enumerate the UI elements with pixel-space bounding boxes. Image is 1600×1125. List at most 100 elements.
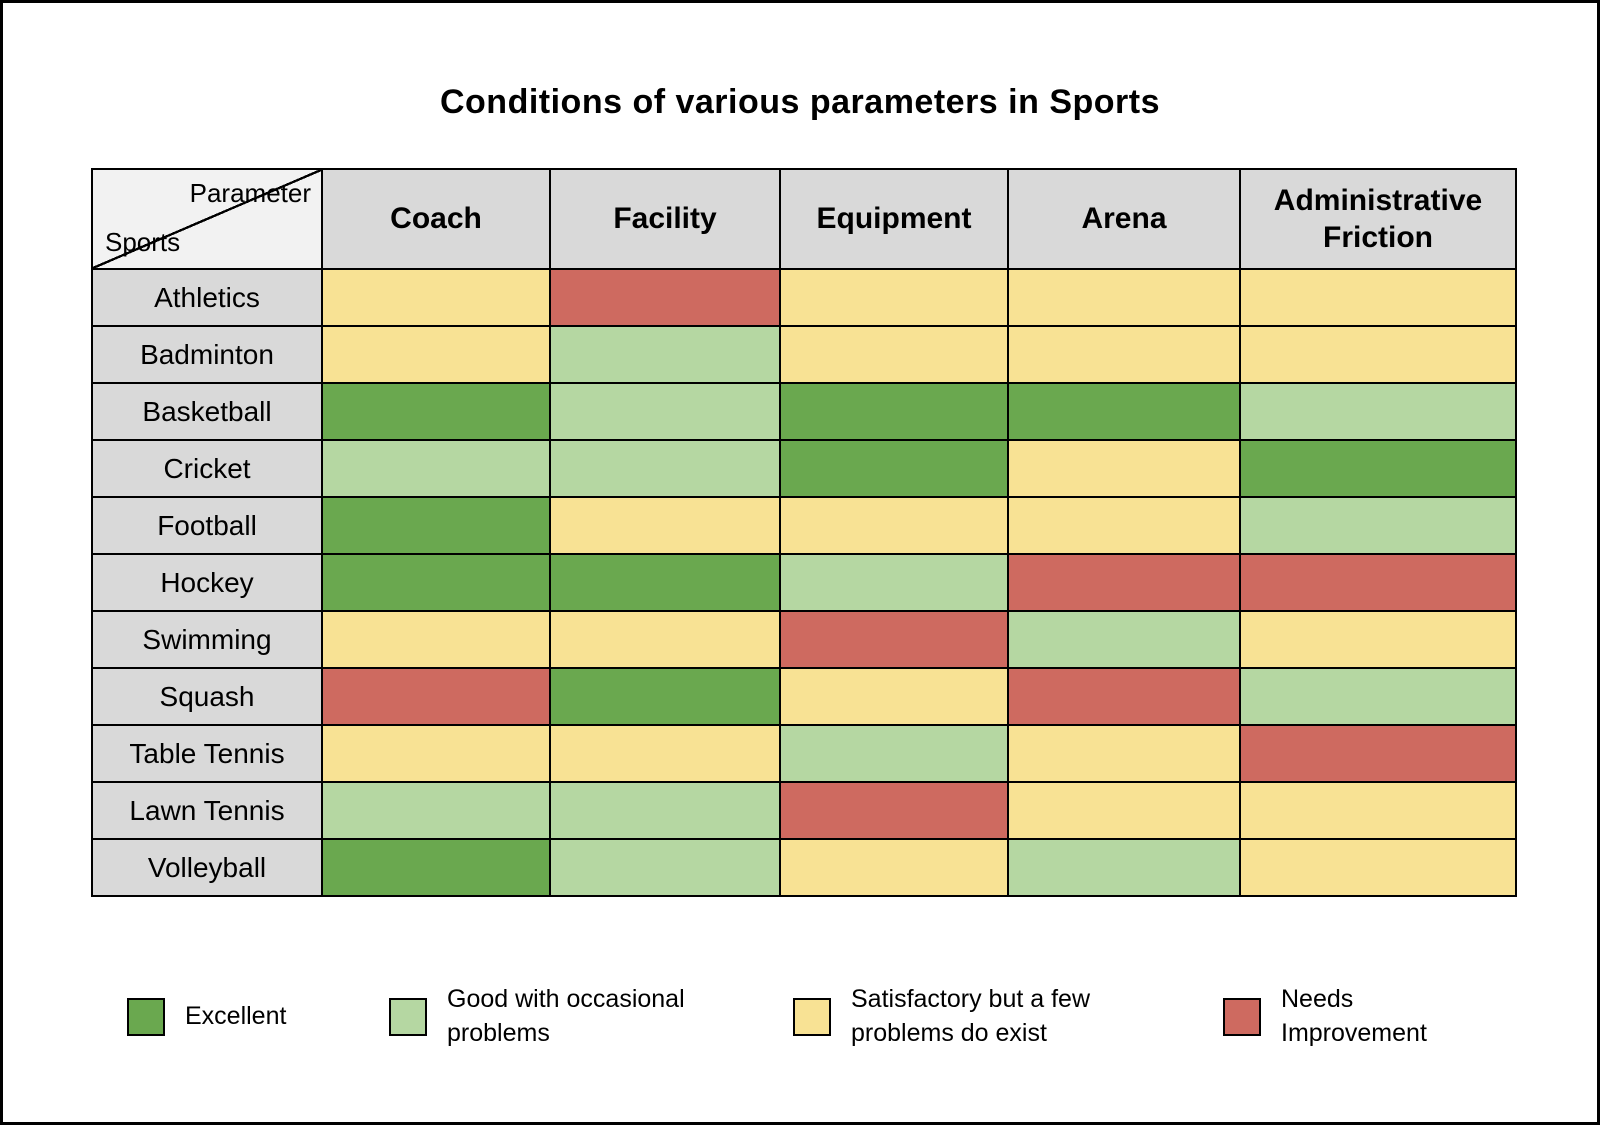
sport-label-volleyball: Volleyball: [91, 838, 323, 897]
cell-hockey-coach: [321, 553, 551, 612]
cell-badminton-equipment: [779, 325, 1009, 384]
cell-volleyball-arena: [1007, 838, 1241, 897]
legend-swatch-satisfactory: [793, 997, 831, 1036]
column-header-equipment: Equipment: [779, 168, 1009, 270]
sport-label-squash: Squash: [91, 667, 323, 726]
cell-athletics-coach: [321, 268, 551, 327]
legend-label-needs-improvement: Needs Improvement: [1281, 985, 1427, 1047]
cell-squash-facility: [549, 667, 781, 726]
cell-hockey-administrative-friction: [1239, 553, 1517, 612]
conditions-table: Parameter Sports Coach Facility Equipment A…: [91, 168, 1517, 897]
sport-label-swimming: Swimming: [91, 610, 323, 669]
cell-table-tennis-facility: [549, 724, 781, 783]
corner-label-parameter: Parameter: [189, 178, 311, 208]
cell-lawn-tennis-coach: [321, 781, 551, 840]
corner-label-sports: Sports: [105, 227, 181, 257]
cell-cricket-equipment: [779, 439, 1009, 498]
legend: Excellent Good with occasional problems Sa…: [127, 983, 1597, 1051]
cell-table-tennis-coach: [321, 724, 551, 783]
cell-basketball-arena: [1007, 382, 1241, 441]
header-row: Parameter Sports Coach Facility Equipment A…: [91, 168, 1517, 270]
legend-swatch-needs-improvement: [1223, 997, 1261, 1036]
cell-hockey-equipment: [779, 553, 1009, 612]
cell-hockey-facility: [549, 553, 781, 612]
sport-label-athletics: Athletics: [91, 268, 323, 327]
cell-swimming-equipment: [779, 610, 1009, 669]
sport-label-football: Football: [91, 496, 323, 555]
sport-label-table-tennis: Table Tennis: [91, 724, 323, 783]
sport-label-badminton: Badminton: [91, 325, 323, 384]
cell-swimming-arena: [1007, 610, 1241, 669]
corner-cell: Parameter Sports: [91, 168, 323, 270]
cell-athletics-administrative-friction: [1239, 268, 1517, 327]
cell-squash-equipment: [779, 667, 1009, 726]
column-header-coach: Coach: [321, 168, 551, 270]
legend-swatch-good: [389, 997, 427, 1036]
cell-volleyball-coach: [321, 838, 551, 897]
cell-football-coach: [321, 496, 551, 555]
cell-table-tennis-administrative-friction: [1239, 724, 1517, 783]
cell-basketball-equipment: [779, 382, 1009, 441]
cell-basketball-facility: [549, 382, 781, 441]
diagonal-divider: [93, 170, 321, 268]
cell-hockey-arena: [1007, 553, 1241, 612]
cell-athletics-arena: [1007, 268, 1241, 327]
cell-volleyball-administrative-friction: [1239, 838, 1517, 897]
legend-item-excellent: Excellent: [127, 997, 389, 1036]
sport-label-cricket: Cricket: [91, 439, 323, 498]
row-cricket: Cricket: [91, 439, 1517, 498]
cell-swimming-coach: [321, 610, 551, 669]
cell-football-equipment: [779, 496, 1009, 555]
cell-lawn-tennis-administrative-friction: [1239, 781, 1517, 840]
row-hockey: Hockey: [91, 553, 1517, 612]
legend-label-good: Good with occasional problems: [447, 985, 685, 1047]
column-header-facility: Facility: [549, 168, 781, 270]
row-basketball: Basketball: [91, 382, 1517, 441]
cell-basketball-coach: [321, 382, 551, 441]
cell-table-tennis-arena: [1007, 724, 1241, 783]
cell-badminton-facility: [549, 325, 781, 384]
cell-football-administrative-friction: [1239, 496, 1517, 555]
table-body: Athletics Badminton Basketball Cricket Footb…: [91, 268, 1517, 897]
cell-squash-coach: [321, 667, 551, 726]
cell-squash-arena: [1007, 667, 1241, 726]
legend-swatch-excellent: [127, 997, 165, 1036]
cell-badminton-arena: [1007, 325, 1241, 384]
cell-volleyball-equipment: [779, 838, 1009, 897]
row-squash: Squash: [91, 667, 1517, 726]
cell-swimming-administrative-friction: [1239, 610, 1517, 669]
cell-cricket-administrative-friction: [1239, 439, 1517, 498]
row-lawn-tennis: Lawn Tennis: [91, 781, 1517, 840]
cell-football-arena: [1007, 496, 1241, 555]
cell-badminton-coach: [321, 325, 551, 384]
legend-label-satisfactory: Satisfactory but a few problems do exist: [851, 985, 1091, 1047]
sport-label-lawn-tennis: Lawn Tennis: [91, 781, 323, 840]
row-badminton: Badminton: [91, 325, 1517, 384]
cell-football-facility: [549, 496, 781, 555]
cell-badminton-administrative-friction: [1239, 325, 1517, 384]
cell-cricket-arena: [1007, 439, 1241, 498]
cell-lawn-tennis-equipment: [779, 781, 1009, 840]
row-volleyball: Volleyball: [91, 838, 1517, 897]
cell-cricket-facility: [549, 439, 781, 498]
cell-lawn-tennis-arena: [1007, 781, 1241, 840]
sport-label-hockey: Hockey: [91, 553, 323, 612]
cell-volleyball-facility: [549, 838, 781, 897]
column-header-arena: Arena: [1007, 168, 1241, 270]
cell-athletics-equipment: [779, 268, 1009, 327]
sport-label-basketball: Basketball: [91, 382, 323, 441]
row-athletics: Athletics: [91, 268, 1517, 327]
cell-athletics-facility: [549, 268, 781, 327]
legend-item-satisfactory: Satisfactory but a few problems do exist: [793, 983, 1223, 1051]
column-header-administrative-friction: Administrative Friction: [1239, 168, 1517, 270]
chart-title: Conditions of various parameters in Spor…: [439, 83, 1160, 121]
legend-item-good: Good with occasional problems: [389, 983, 793, 1051]
cell-cricket-coach: [321, 439, 551, 498]
row-table-tennis: Table Tennis: [91, 724, 1517, 783]
row-football: Football: [91, 496, 1517, 555]
cell-basketball-administrative-friction: [1239, 382, 1517, 441]
legend-label-excellent: Excellent: [185, 1001, 287, 1030]
cell-table-tennis-equipment: [779, 724, 1009, 783]
cell-lawn-tennis-facility: [549, 781, 781, 840]
